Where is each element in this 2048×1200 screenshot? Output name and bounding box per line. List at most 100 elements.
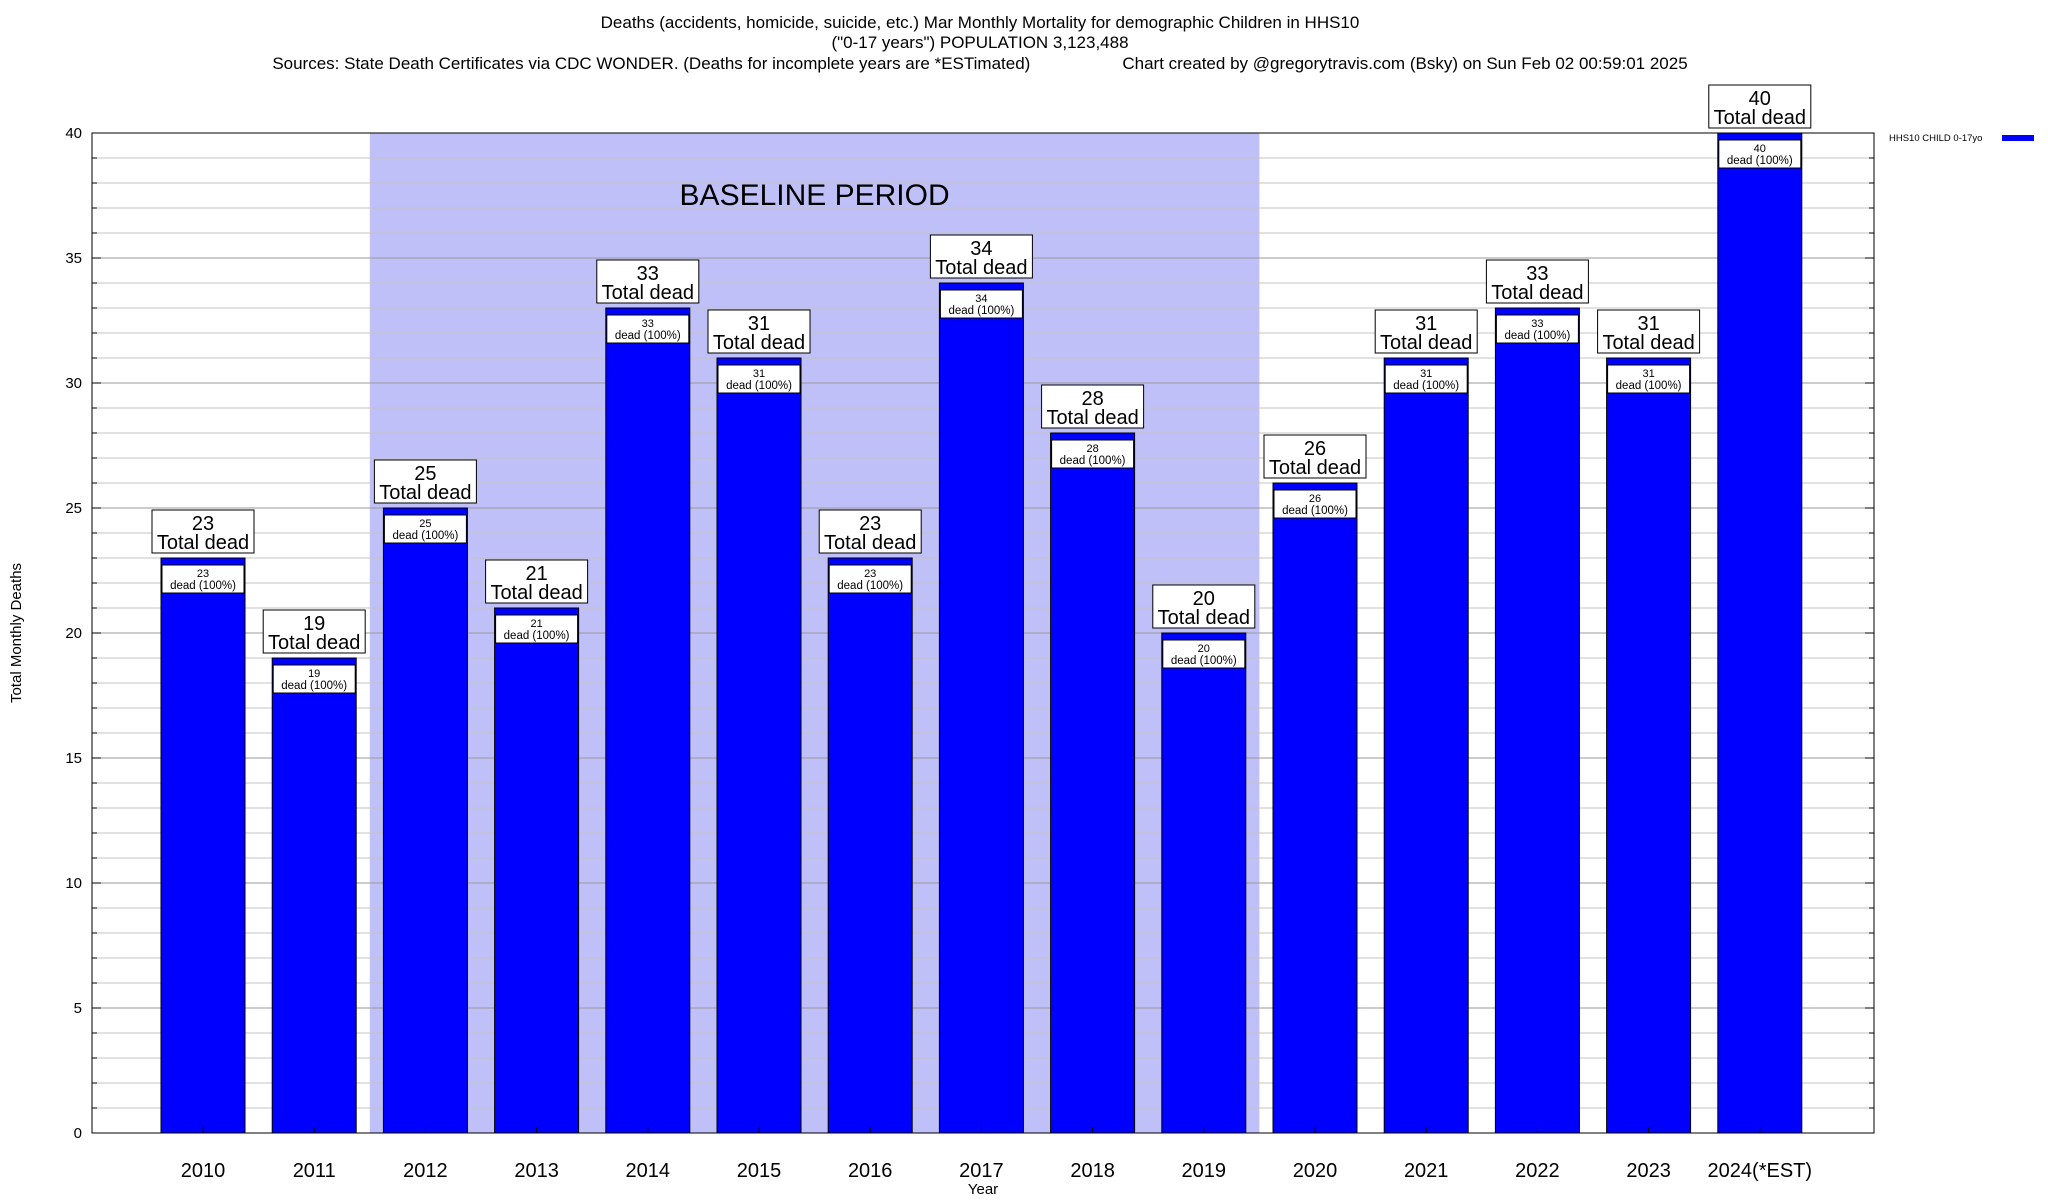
bar-inner-value: 26 <box>1309 493 1321 505</box>
bar-total-value: 26 <box>1304 438 1326 460</box>
x-tick-label: 2022 <box>1515 1160 1560 1182</box>
bar-total-label-box <box>373 459 477 504</box>
chart-title: Deaths (accidents, homicide, suicide, et… <box>600 13 1360 32</box>
bar-total-label: Total dead <box>490 582 582 604</box>
x-tick-label: 2016 <box>848 1160 893 1182</box>
bar-total-value: 34 <box>970 238 992 260</box>
y-tick-label: 5 <box>74 1000 82 1017</box>
bar-total-label: Total dead <box>1714 107 1806 129</box>
plot-border <box>91 132 1875 1134</box>
bar-total-label: Total dead <box>824 532 916 554</box>
bar-total-label: Total dead <box>713 332 805 354</box>
bar-total-label-box <box>1041 384 1145 429</box>
bar-total-label: Total dead <box>1046 407 1138 429</box>
chart-subtitle: ("0-17 years") POPULATION 3,123,488 <box>831 33 1129 52</box>
bar-inner-value: 28 <box>1086 443 1098 455</box>
y-tick-label: 30 <box>65 375 82 392</box>
bar-inner-label-box <box>1495 314 1579 344</box>
bar-inner-label: dead (100%) <box>392 530 458 542</box>
x-tick-label: 2020 <box>1293 1160 1338 1182</box>
bar <box>938 282 1024 1134</box>
bar-total-label: Total dead <box>602 282 694 304</box>
bar-total-value: 28 <box>1081 388 1103 410</box>
bar-inner-value: 31 <box>753 368 765 380</box>
bar <box>271 657 357 1134</box>
y-tick-label: 40 <box>65 125 82 142</box>
bar <box>1606 357 1692 1134</box>
legend-swatch <box>2002 135 2034 141</box>
chart-credit: Chart created by @gregorytravis.com (Bsk… <box>1122 54 1688 73</box>
bar-total-label: Total dead <box>1602 332 1694 354</box>
bar-total-label: Total dead <box>1269 457 1361 479</box>
bar-total-label: Total dead <box>157 532 249 554</box>
bar-total-value: 31 <box>1637 313 1659 335</box>
bar-inner-label: dead (100%) <box>1393 380 1459 392</box>
bar-total-value: 40 <box>1749 88 1771 110</box>
bar-inner-value: 34 <box>975 293 987 305</box>
bar-total-label: Total dead <box>1158 607 1250 629</box>
bar <box>1272 482 1358 1134</box>
chart-source-credit: Sources: State Death Certificates via CD… <box>0 54 1960 74</box>
y-tick-label: 20 <box>65 625 82 642</box>
bar-inner-label-box <box>495 614 579 644</box>
bar-total-label-box <box>1152 584 1256 629</box>
bar-inner-label-box <box>939 289 1023 319</box>
bar <box>1717 132 1803 1134</box>
bar <box>494 607 580 1134</box>
bar-inner-value: 40 <box>1754 143 1766 155</box>
x-tick-label: 2011 <box>293 1160 336 1182</box>
bar <box>716 357 802 1134</box>
x-tick-label: 2013 <box>514 1160 559 1182</box>
bar-inner-value: 33 <box>642 318 654 330</box>
bar-inner-label-box <box>1718 139 1802 169</box>
x-tick-label: 2017 <box>959 1160 1004 1182</box>
chart-source: Sources: State Death Certificates via CD… <box>272 54 1031 73</box>
bar-total-label-box <box>262 609 366 654</box>
bar-total-label: Total dead <box>379 482 471 504</box>
bar-total-label: Total dead <box>1380 332 1472 354</box>
x-tick-label: 2021 <box>1404 1160 1449 1182</box>
y-tick-label: 10 <box>65 875 82 892</box>
bar <box>827 557 913 1134</box>
bar-total-value: 19 <box>303 613 325 635</box>
bar-inner-value: 21 <box>530 618 542 630</box>
bar-inner-value: 31 <box>1420 368 1432 380</box>
bar-total-label-box <box>818 509 922 554</box>
bar-inner-label: dead (100%) <box>1282 505 1348 517</box>
bar-inner-label-box <box>161 564 245 594</box>
x-tick-label: 2024(*EST) <box>1708 1160 1813 1182</box>
bar-inner-label: dead (100%) <box>1171 655 1237 667</box>
x-tick-label: 2019 <box>1182 1160 1227 1182</box>
bar-total-label-box <box>1597 309 1701 354</box>
bar-inner-label-box <box>1051 439 1135 469</box>
bar-total-value: 23 <box>859 513 881 535</box>
y-tick-label: 15 <box>65 750 82 767</box>
bar <box>382 507 468 1134</box>
bar-total-value: 21 <box>525 563 547 585</box>
bar-total-value: 25 <box>414 463 436 485</box>
bar-inner-label-box <box>272 664 356 694</box>
y-tick-label: 35 <box>65 250 82 267</box>
bar-inner-label: dead (100%) <box>1616 380 1682 392</box>
bar <box>1383 357 1469 1134</box>
bar-inner-value: 25 <box>419 518 431 530</box>
x-tick-label: 2018 <box>1070 1160 1115 1182</box>
bar-inner-value: 23 <box>864 568 876 580</box>
legend-label: HHS10 CHILD 0-17yo <box>1889 133 1982 144</box>
bar-total-label-box <box>1374 309 1478 354</box>
bar-total-label-box <box>485 559 589 604</box>
bar-inner-label-box <box>1162 639 1246 669</box>
bar-inner-value: 19 <box>308 668 320 680</box>
bar-total-value: 31 <box>748 313 770 335</box>
bar-inner-label-box <box>828 564 912 594</box>
bar <box>1161 632 1247 1134</box>
bar-inner-value: 20 <box>1198 643 1210 655</box>
x-tick-label: 2014 <box>626 1160 671 1182</box>
x-axis-label: Year <box>968 1181 998 1198</box>
bar-inner-label: dead (100%) <box>726 380 792 392</box>
bar-total-label-box <box>1708 84 1812 129</box>
x-tick-label: 2015 <box>737 1160 782 1182</box>
bar-inner-label-box <box>717 364 801 394</box>
bar-inner-label-box <box>1384 364 1468 394</box>
